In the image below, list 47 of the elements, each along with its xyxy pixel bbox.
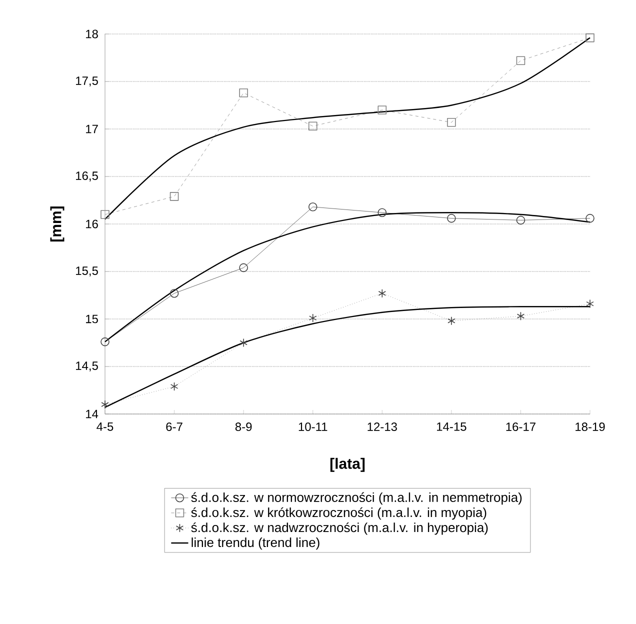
point [516,216,526,225]
point [586,214,594,223]
y-tick-label: 15 [86,314,98,324]
x-tick-label: 14-15 [437,422,466,431]
y-tick-label: 15,5 [76,266,98,276]
legend-label: ś.d.o.k.sz. w krótkowzroczności (m.a.l.v. in myopia) [191,507,486,520]
point [378,106,387,114]
x-tick-label: 18-19 [576,422,605,432]
x-tick-label: 16-17 [506,422,536,432]
legend-label: linie trendu (trend line) [192,538,320,550]
point [170,382,178,391]
point [239,263,248,272]
x-tick-label: 6-7 [166,422,182,432]
y-tick-label: 17 [86,124,98,134]
point [586,33,594,42]
point [447,214,456,223]
point [308,202,318,212]
y-tick-label: 16,5 [76,172,98,182]
point [378,208,387,217]
point [101,400,109,409]
point [240,338,248,348]
legend-label: ś.d.o.k.sz. w nadwzroczności (m.a.l.v. in hyperopia) [191,522,488,535]
point [170,288,179,298]
point [170,192,179,201]
point [100,210,110,219]
x-tick-label: 10-11 [298,422,328,432]
point [448,316,456,326]
x-tick-label: 12-13 [368,422,397,432]
y-tick-label: 18 [86,30,98,38]
point [239,88,248,98]
point [100,337,110,346]
point [516,56,526,65]
y-tick-label: 14 [86,410,98,418]
y-tick-label: 14,5 [76,362,98,372]
x-tick-label: 4-5 [96,422,114,431]
y-axis-title: [mm] [50,206,64,242]
point [308,314,317,322]
point [378,288,386,298]
x-axis-title: [lata] [330,458,365,472]
point [447,118,456,127]
x-tick-label: 8-9 [235,422,252,432]
y-tick-label: 16 [86,220,98,228]
point [308,122,318,131]
point [586,299,594,308]
point [516,312,525,321]
y-tick-label: 17,5 [76,76,98,86]
legend-label: ś.d.o.k.sz. w normowzroczności (m.a.l.v. in nemmetropia) [191,492,522,505]
